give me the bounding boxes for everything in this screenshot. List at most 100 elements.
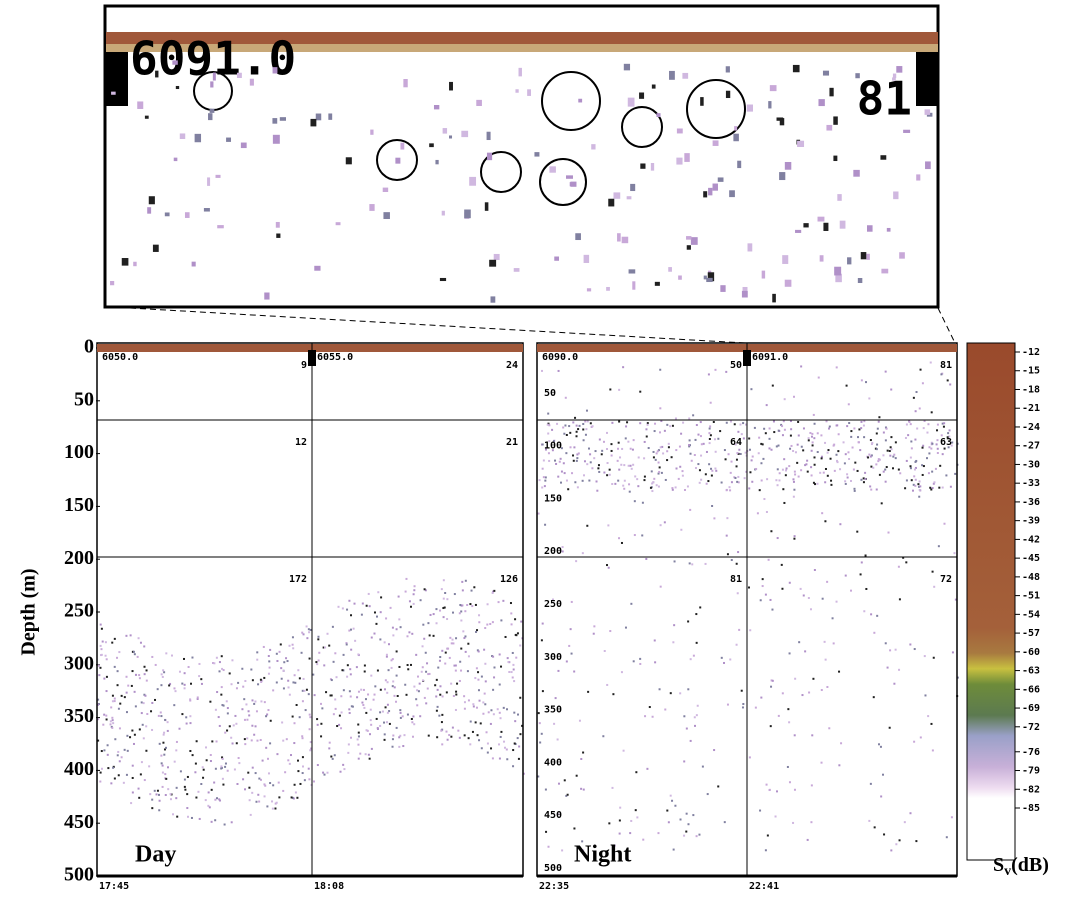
echo bbox=[331, 625, 334, 628]
echo bbox=[246, 718, 249, 721]
echo bbox=[138, 677, 141, 680]
echo bbox=[931, 570, 934, 573]
echo bbox=[138, 796, 141, 799]
echo bbox=[868, 397, 871, 400]
echo bbox=[940, 434, 943, 437]
echo bbox=[367, 693, 370, 696]
echo bbox=[542, 476, 545, 479]
echo bbox=[598, 438, 601, 441]
echo bbox=[930, 441, 933, 444]
echo bbox=[727, 453, 730, 456]
echo bbox=[843, 462, 846, 465]
echo bbox=[788, 581, 791, 584]
echo bbox=[226, 137, 232, 142]
echo bbox=[879, 745, 882, 748]
echo bbox=[792, 64, 800, 73]
echo bbox=[340, 711, 343, 714]
echo bbox=[142, 737, 145, 740]
echo bbox=[559, 457, 562, 460]
echo bbox=[453, 664, 456, 667]
echo bbox=[700, 478, 703, 481]
echo bbox=[385, 655, 388, 658]
echo bbox=[864, 471, 867, 474]
echo bbox=[614, 482, 617, 485]
echo bbox=[183, 778, 186, 781]
echo bbox=[683, 488, 686, 491]
echo bbox=[212, 72, 216, 81]
echo bbox=[294, 681, 297, 684]
layer-count: 50 bbox=[730, 360, 742, 371]
echo bbox=[909, 456, 912, 459]
echo bbox=[194, 771, 197, 774]
echo bbox=[137, 787, 140, 790]
echo bbox=[477, 689, 480, 692]
echo bbox=[288, 644, 291, 647]
echo bbox=[687, 823, 690, 826]
echo bbox=[561, 849, 564, 852]
echo bbox=[160, 673, 163, 676]
echo bbox=[272, 118, 278, 124]
echo bbox=[249, 78, 254, 86]
echo bbox=[131, 650, 134, 653]
echo bbox=[489, 722, 492, 725]
echo bbox=[896, 66, 903, 73]
echo bbox=[951, 441, 954, 444]
echo bbox=[557, 669, 560, 672]
echo bbox=[673, 560, 676, 563]
echo bbox=[606, 462, 609, 465]
echo bbox=[589, 453, 592, 456]
echo bbox=[142, 702, 145, 705]
echo bbox=[489, 259, 497, 267]
y-tick-label: 300 bbox=[64, 652, 94, 674]
echo bbox=[542, 459, 545, 462]
echo bbox=[455, 637, 458, 640]
echo bbox=[138, 674, 141, 677]
echo bbox=[315, 113, 322, 121]
echo bbox=[647, 447, 650, 450]
echo bbox=[442, 597, 445, 600]
echo bbox=[792, 395, 795, 398]
echo bbox=[561, 546, 564, 549]
echo bbox=[742, 702, 745, 705]
echo bbox=[140, 701, 143, 704]
echo bbox=[347, 751, 350, 754]
echo bbox=[322, 771, 325, 774]
echo bbox=[869, 455, 872, 458]
echo bbox=[207, 791, 210, 794]
echo bbox=[158, 799, 161, 802]
echo bbox=[167, 788, 170, 791]
echo bbox=[504, 746, 507, 749]
echo bbox=[264, 292, 270, 300]
echo bbox=[447, 647, 450, 650]
echo bbox=[123, 748, 126, 751]
echo bbox=[374, 685, 377, 688]
echo bbox=[625, 425, 628, 428]
echo bbox=[439, 277, 447, 282]
echo bbox=[681, 474, 684, 477]
echo bbox=[241, 667, 244, 670]
echo bbox=[230, 683, 233, 686]
echo bbox=[708, 442, 711, 445]
echo bbox=[470, 589, 473, 592]
echo bbox=[794, 677, 797, 680]
echo bbox=[160, 754, 163, 757]
echo bbox=[754, 706, 757, 709]
echo bbox=[300, 651, 303, 654]
echo bbox=[307, 693, 310, 696]
echo bbox=[783, 458, 786, 461]
echo bbox=[519, 696, 522, 699]
echo bbox=[582, 423, 585, 426]
echo bbox=[836, 459, 839, 462]
echo bbox=[685, 727, 688, 730]
echo bbox=[592, 632, 595, 635]
colorbar-label: Sv(dB) bbox=[993, 854, 1049, 880]
echo bbox=[365, 604, 368, 607]
echo bbox=[117, 750, 120, 753]
echo bbox=[519, 733, 522, 736]
echo bbox=[913, 648, 916, 651]
echo bbox=[847, 257, 852, 265]
echo bbox=[363, 670, 366, 673]
echo bbox=[819, 255, 824, 262]
echo bbox=[865, 587, 868, 590]
echo bbox=[633, 534, 636, 537]
